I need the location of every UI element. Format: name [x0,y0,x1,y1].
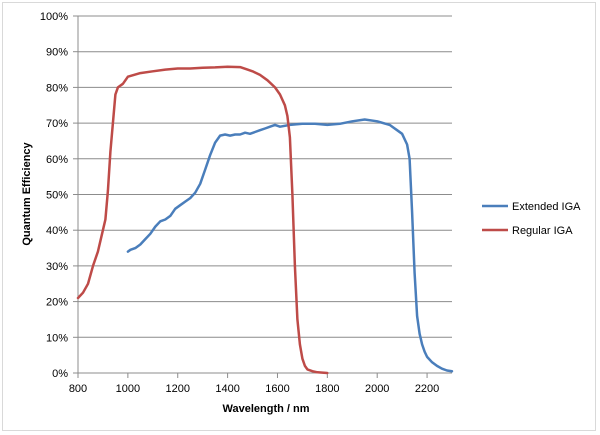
x-tick-label: 800 [69,383,87,395]
gridlines [78,15,452,338]
tick-labels: 0% 10% 20% 30% 40% 50% 60% 70% 80% 90% 100% 800 1000… [40,11,439,395]
x-tick-label: 2200 [415,383,439,395]
y-tick-label: 100% [40,11,68,23]
y-tick-label: 60% [46,154,68,166]
x-tick-label: 1600 [265,383,289,395]
series-line-regular-iga [76,65,329,375]
y-tick-label: 10% [46,332,68,344]
y-tick-label: 50% [46,190,68,202]
legend-label-regular-iga: Regular IGA [512,225,573,237]
y-tick-label: 70% [46,118,68,130]
x-tick-label: 1000 [116,383,140,395]
legend-label-extended-iga: Extended IGA [512,201,581,213]
series-line-extended-iga [126,118,454,373]
axes [73,15,452,378]
y-tick-label: 30% [46,261,68,273]
y-tick-label: 40% [46,225,68,237]
x-tick-label: 1400 [215,383,239,395]
y-axis-title: Quantum Efficiency [21,141,33,245]
y-tick-label: 20% [46,297,68,309]
y-tick-label: 80% [46,82,68,94]
y-tick-label: 90% [46,47,68,59]
chart-frame [2,2,596,431]
y-tick-label: 0% [52,368,68,380]
x-tick-label: 1800 [315,383,339,395]
x-tick-label: 2000 [365,383,389,395]
legend: Extended IGA Regular IGA [482,201,581,237]
x-tick-label: 1200 [165,383,189,395]
series-lines [76,65,454,375]
x-axis-title: Wavelength / nm [223,403,310,415]
